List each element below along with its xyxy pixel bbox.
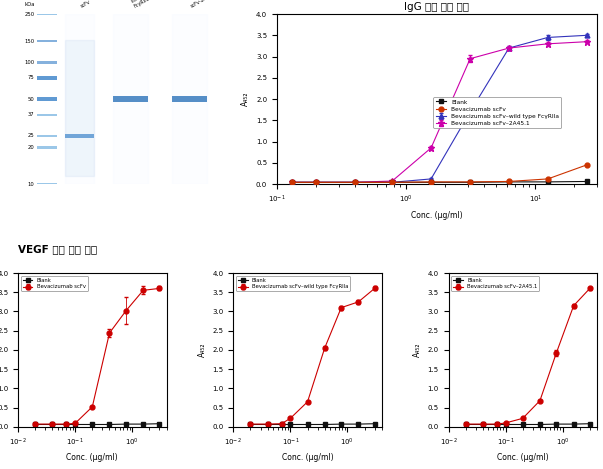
Y-axis label: A₄₅₂: A₄₅₂: [413, 343, 422, 357]
Text: 250: 250: [25, 12, 34, 16]
Blank: [519, 422, 526, 427]
FancyBboxPatch shape: [37, 13, 57, 15]
Blank: [31, 422, 39, 427]
Blank: [553, 421, 560, 427]
Blank: [288, 180, 295, 185]
Bevacizumab scFv: [351, 180, 358, 185]
Line: Blank: Blank: [248, 421, 377, 427]
Blank: [467, 180, 474, 185]
Bevacizumab scFv: [288, 180, 295, 185]
X-axis label: Conc. (μg/ml): Conc. (μg/ml): [66, 454, 118, 462]
Blank: [106, 422, 113, 427]
Y-axis label: A₄₅₂: A₄₅₂: [198, 343, 207, 357]
FancyBboxPatch shape: [65, 134, 94, 138]
Bar: [172, 14, 207, 184]
Text: 20: 20: [28, 145, 34, 150]
Blank: [63, 422, 70, 427]
Blank: [479, 422, 487, 427]
FancyBboxPatch shape: [37, 114, 57, 116]
Line: Bevacizumab scFv: Bevacizumab scFv: [289, 162, 589, 185]
Line: Blank: Blank: [33, 421, 162, 427]
Text: scFv-wild type
FcγRIIa: scFv-wild type FcγRIIa: [130, 0, 166, 9]
Blank: [462, 422, 469, 427]
Line: Blank: Blank: [289, 179, 589, 185]
Blank: [312, 180, 320, 185]
Blank: [351, 180, 358, 185]
Bevacizumab scFv: [583, 162, 590, 168]
Blank: [371, 421, 378, 426]
Text: kDa: kDa: [24, 2, 34, 8]
FancyBboxPatch shape: [37, 135, 57, 137]
FancyBboxPatch shape: [113, 96, 148, 102]
Blank: [122, 421, 130, 427]
FancyBboxPatch shape: [37, 183, 57, 185]
Legend: Blank, Bevacizumab scFv, Bevacizumab scFv–wild type FcγRIIa, Bevacizumab scFv–2A: Blank, Bevacizumab scFv, Bevacizumab scF…: [434, 97, 561, 129]
Blank: [89, 422, 96, 427]
Y-axis label: A₄₅₂: A₄₅₂: [241, 92, 250, 106]
Title: IgG 결합 활성 확인: IgG 결합 활성 확인: [405, 2, 470, 12]
Text: 150: 150: [25, 38, 34, 44]
Text: 100: 100: [25, 60, 34, 65]
FancyBboxPatch shape: [172, 96, 207, 102]
Text: VEGF 결합 활성 확인: VEGF 결합 활성 확인: [18, 244, 97, 254]
Legend: Blank, Bevacizumab scFv: Blank, Bevacizumab scFv: [21, 276, 87, 291]
Blank: [304, 422, 311, 427]
Blank: [287, 422, 294, 427]
Blank: [49, 422, 56, 427]
X-axis label: Conc. (μg/ml): Conc. (μg/ml): [497, 454, 549, 462]
Blank: [321, 422, 328, 427]
FancyBboxPatch shape: [37, 146, 57, 149]
Blank: [247, 422, 254, 427]
Text: scFv-2A45.1: scFv-2A45.1: [189, 0, 218, 9]
Bar: [113, 14, 148, 184]
Blank: [586, 421, 593, 426]
Blank: [570, 421, 577, 427]
Bevacizumab scFv: [467, 179, 474, 185]
Blank: [338, 421, 345, 427]
Text: 75: 75: [28, 75, 34, 80]
Blank: [505, 179, 513, 185]
Text: 37: 37: [28, 113, 34, 117]
Bevacizumab scFv: [545, 176, 552, 182]
Bevacizumab scFv: [428, 179, 435, 185]
Blank: [428, 180, 435, 185]
Bevacizumab scFv: [388, 180, 396, 185]
Text: scFv: scFv: [80, 0, 92, 9]
Legend: Blank, Bevacizumab scFv–2A45.1: Blank, Bevacizumab scFv–2A45.1: [451, 276, 540, 291]
Blank: [156, 421, 163, 426]
Bar: [65, 39, 94, 175]
Bevacizumab scFv: [505, 179, 513, 184]
Text: 50: 50: [28, 97, 34, 102]
Blank: [388, 180, 396, 185]
Bevacizumab scFv: [312, 180, 320, 185]
Blank: [278, 422, 285, 427]
Legend: Blank, Bevacizumab scFv–wild type FcγRIIa: Blank, Bevacizumab scFv–wild type FcγRII…: [236, 276, 350, 291]
Text: 10: 10: [28, 182, 34, 187]
FancyBboxPatch shape: [37, 61, 57, 64]
Text: 25: 25: [28, 133, 34, 138]
Blank: [545, 179, 552, 185]
X-axis label: Conc. (μg/ml): Conc. (μg/ml): [411, 211, 463, 219]
Bar: [65, 14, 94, 184]
X-axis label: Conc. (μg/ml): Conc. (μg/ml): [282, 454, 333, 462]
Blank: [493, 422, 500, 427]
FancyBboxPatch shape: [37, 97, 57, 101]
FancyBboxPatch shape: [37, 40, 57, 42]
Blank: [264, 422, 271, 427]
Line: Blank: Blank: [463, 421, 592, 427]
Blank: [536, 422, 543, 427]
Blank: [139, 421, 147, 427]
FancyBboxPatch shape: [37, 76, 57, 80]
Blank: [502, 422, 509, 427]
Blank: [355, 421, 362, 427]
Blank: [583, 179, 590, 184]
Blank: [72, 422, 79, 427]
